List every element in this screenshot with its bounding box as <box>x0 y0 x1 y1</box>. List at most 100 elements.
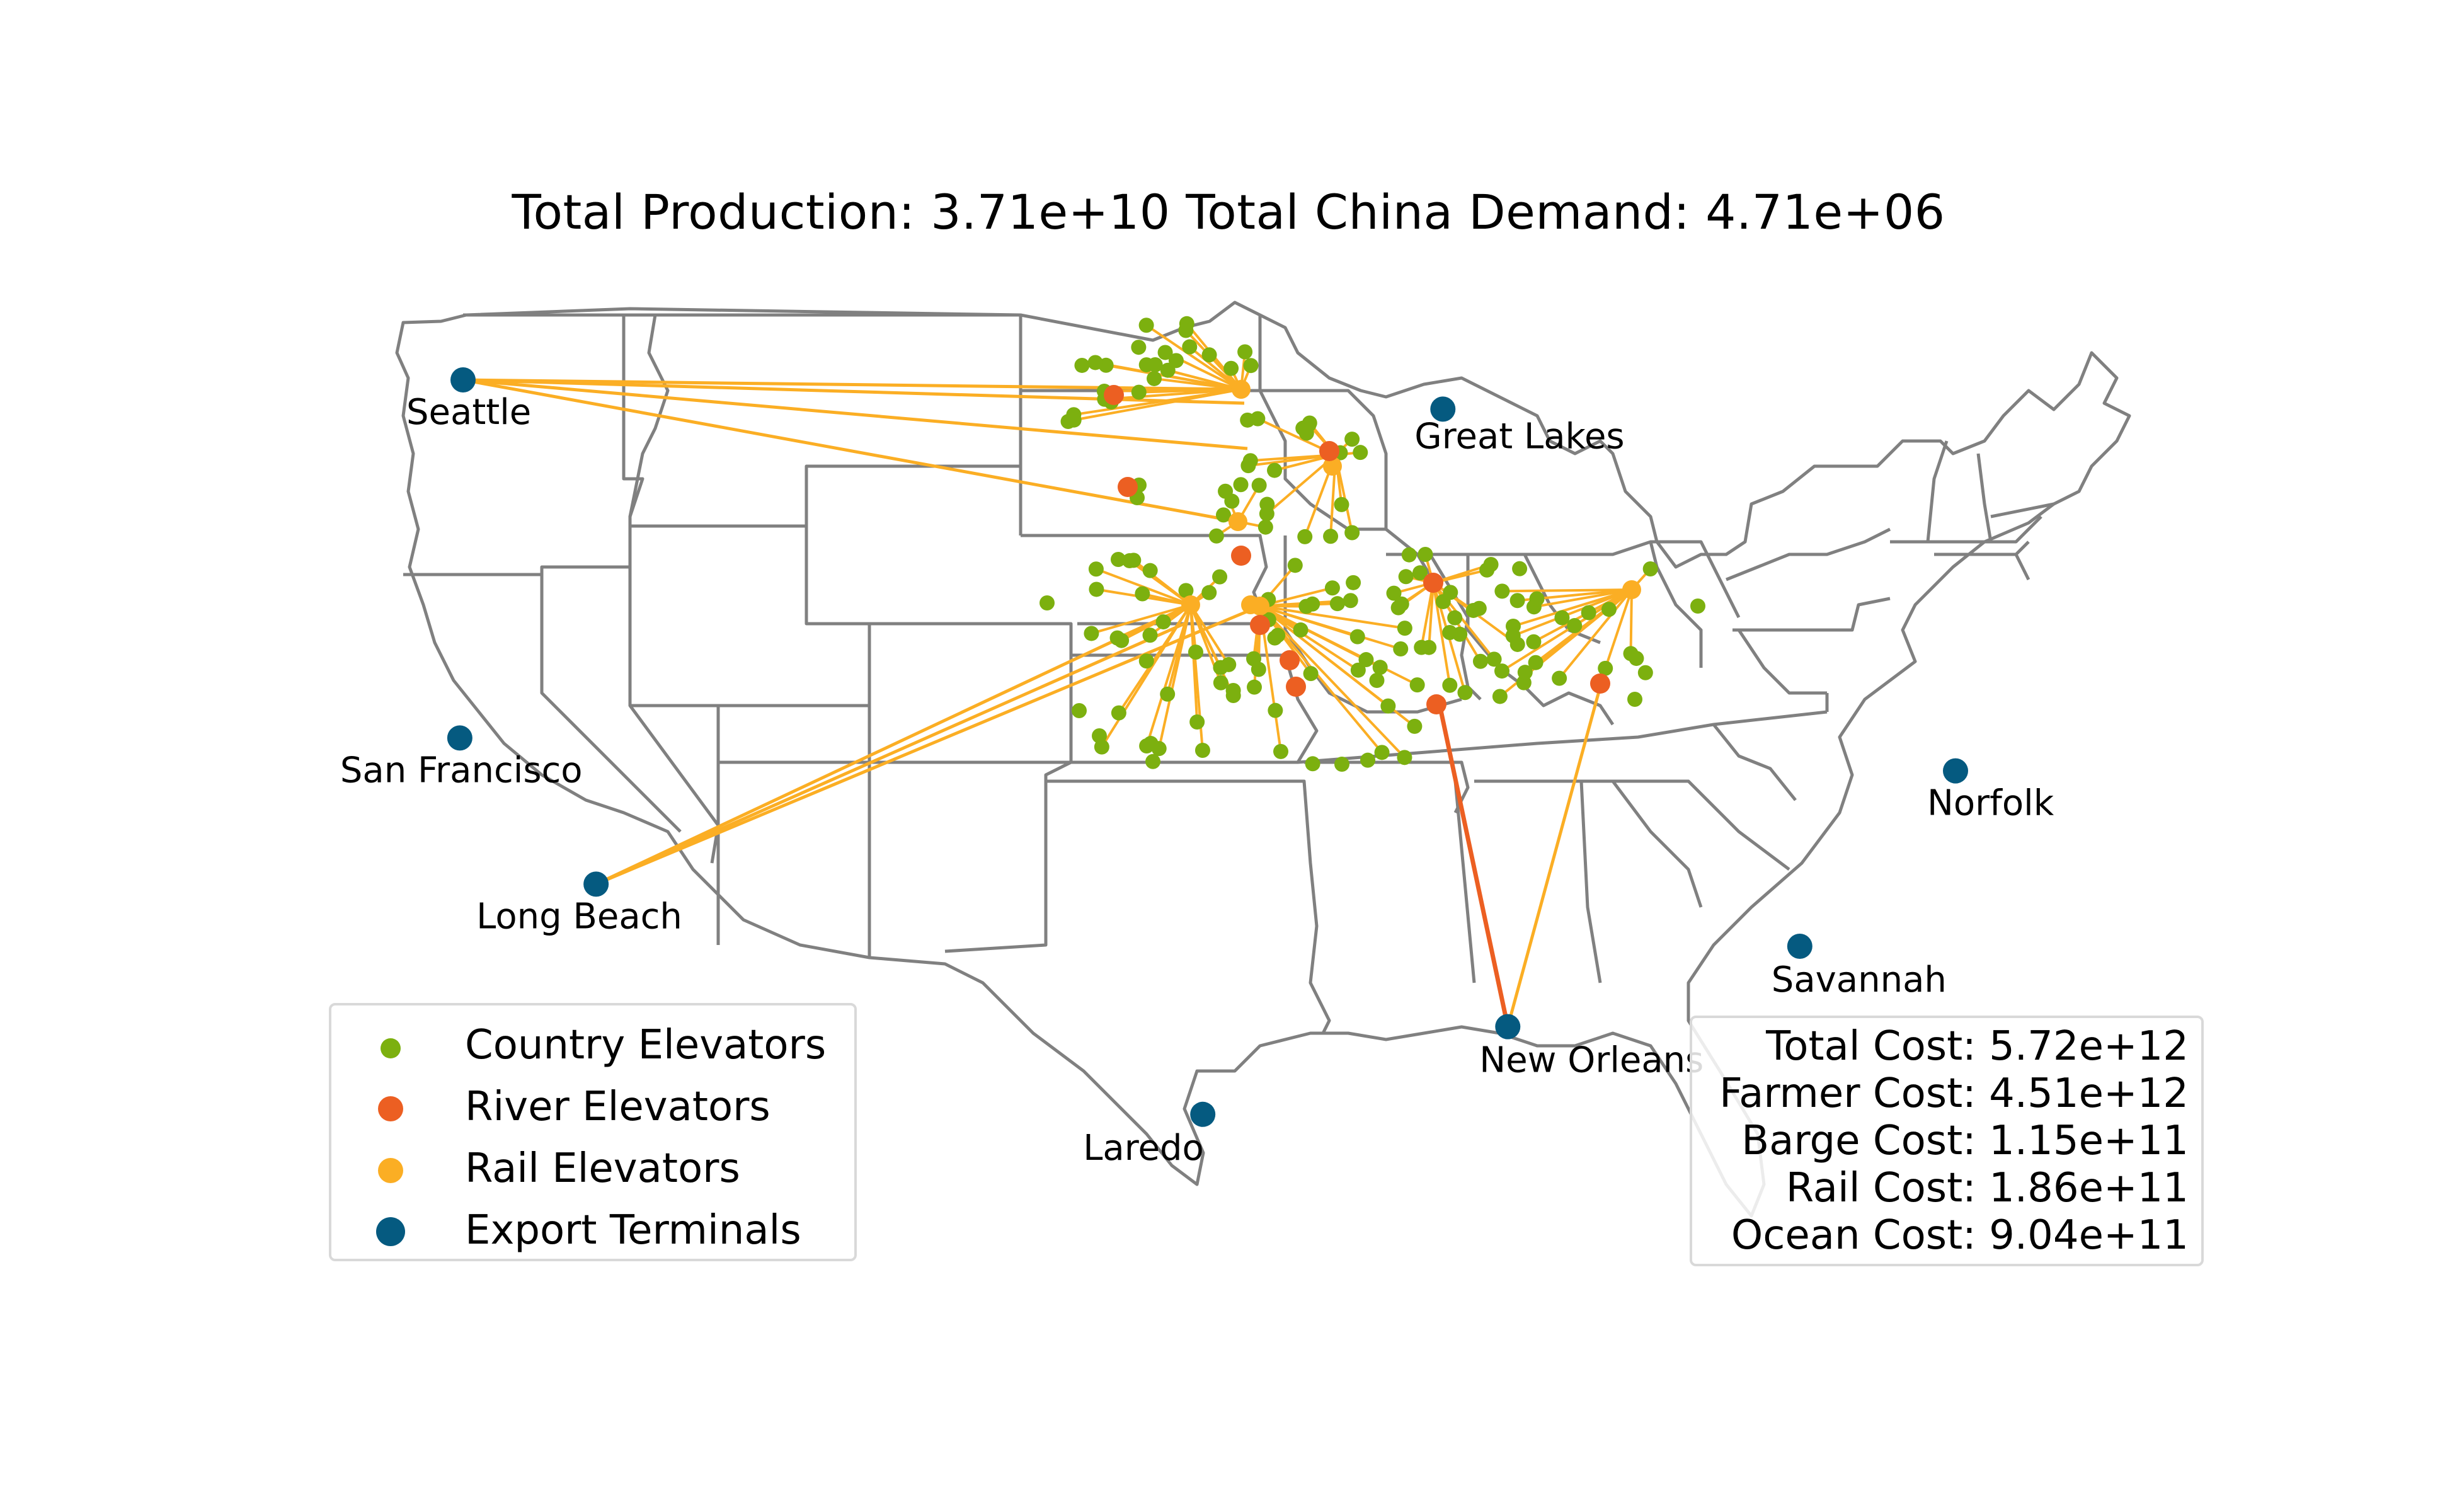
route-line <box>1145 324 1242 391</box>
state-border <box>2014 553 2030 581</box>
country-elevator <box>1213 675 1228 690</box>
export-terminal-savannah <box>1787 934 1813 959</box>
barge-cost: Barge Cost: 1.15e+11 <box>1741 1118 2189 1164</box>
terminal-label: San Francisco <box>340 750 583 791</box>
legend-item-river: River Elevators <box>331 1080 854 1130</box>
country-elevator <box>1380 698 1396 714</box>
legend-label-country: Country Elevators <box>465 1022 827 1068</box>
state-border <box>1581 779 1703 908</box>
route-line <box>1074 388 1242 421</box>
country-elevator <box>1554 610 1570 626</box>
country-elevator <box>1178 583 1194 598</box>
country-elevator <box>1040 595 1055 610</box>
country-elevator <box>1301 417 1317 433</box>
country-elevator <box>1126 553 1142 568</box>
country-elevator <box>1414 639 1429 655</box>
country-elevator <box>1346 575 1361 590</box>
route-line <box>1259 605 1406 630</box>
river-elevator <box>1590 673 1610 694</box>
country-elevator-marker <box>381 1038 401 1058</box>
rail-elevator-marker <box>378 1158 403 1183</box>
country-elevator <box>1324 580 1340 596</box>
legend-label-rail: Rail Elevators <box>465 1145 740 1192</box>
country-elevator <box>1268 702 1283 718</box>
country-elevator <box>1221 656 1237 672</box>
country-elevator <box>1182 339 1198 355</box>
elevator-points <box>1040 316 1705 772</box>
country-elevator <box>1690 598 1705 614</box>
legend-item-rail: Rail Elevators <box>331 1142 854 1192</box>
terminal-label: Seattle <box>406 392 531 433</box>
country-elevator <box>1223 360 1239 376</box>
country-elevator <box>1374 745 1390 760</box>
country-elevator <box>1225 688 1241 704</box>
route-line <box>1259 605 1389 707</box>
country-elevator <box>1471 600 1487 616</box>
country-elevator <box>1246 651 1262 667</box>
terminal-label: Long Beach <box>476 896 682 937</box>
river-elevator <box>1286 677 1306 697</box>
route-line <box>462 378 1248 450</box>
country-elevator <box>1494 663 1510 679</box>
route-line <box>1629 589 1633 654</box>
figure-title: Total Production: 3.71e+10 Total China D… <box>512 184 1945 240</box>
cost-summary: Total Cost: 5.72e+12 Farmer Cost: 4.51e+… <box>1690 1016 2204 1266</box>
export-terminal-marker <box>376 1217 405 1246</box>
country-elevator <box>1509 593 1525 609</box>
country-elevator <box>1343 593 1358 609</box>
country-elevator <box>1567 618 1583 634</box>
state-border <box>1651 540 1741 619</box>
route-line <box>1502 588 1632 593</box>
export-terminal-laredo <box>1190 1101 1216 1127</box>
route-line <box>1116 604 1191 639</box>
route-line <box>1535 588 1633 664</box>
country-elevator <box>1145 753 1161 769</box>
route-line <box>1133 559 1192 606</box>
state-border <box>1258 315 1438 587</box>
legend: Country Elevators River Elevators Rail E… <box>329 1003 857 1261</box>
river-elevator <box>1423 573 1443 593</box>
country-elevator <box>1188 644 1203 660</box>
country-elevator <box>1111 552 1126 567</box>
ocean-cost: Ocean Cost: 9.04e+11 <box>1731 1212 2189 1259</box>
country-elevator <box>1512 561 1528 576</box>
route-line <box>1513 588 1632 627</box>
country-elevator <box>1412 565 1428 581</box>
rail-elevator <box>1228 512 1247 531</box>
country-elevator <box>1303 666 1319 682</box>
country-elevator <box>1369 673 1385 689</box>
country-elevator <box>1237 344 1253 360</box>
state-border <box>1297 710 1828 764</box>
state-border <box>1732 597 1891 632</box>
country-elevator <box>1160 686 1176 702</box>
country-elevator <box>1344 525 1360 541</box>
country-elevator <box>1135 586 1150 602</box>
country-elevator <box>1109 630 1125 646</box>
route-line <box>595 622 1186 886</box>
country-elevator <box>1142 627 1158 643</box>
export-terminal-new-orleans <box>1495 1014 1521 1040</box>
country-elevator <box>1267 462 1283 478</box>
country-elevator <box>1442 677 1458 693</box>
country-elevator <box>1240 458 1256 474</box>
route-line <box>1558 588 1633 679</box>
river-elevator-marker <box>378 1096 403 1121</box>
state-border <box>1046 779 1331 1034</box>
export-terminal-san-francisco <box>447 725 472 751</box>
country-elevator <box>1393 641 1409 657</box>
country-elevator <box>1201 585 1217 600</box>
country-elevator <box>1257 519 1273 535</box>
country-elevator <box>1323 529 1339 544</box>
country-elevator <box>1397 621 1412 636</box>
country-elevator <box>1398 569 1414 585</box>
country-elevator <box>1147 370 1162 386</box>
country-elevator <box>1092 728 1107 743</box>
country-elevator <box>1084 626 1099 641</box>
country-elevator <box>1168 353 1184 369</box>
state-border <box>1990 502 2054 518</box>
country-elevator <box>1178 323 1194 338</box>
route-line <box>1533 588 1632 609</box>
rail-cost: Rail Cost: 1.86e+11 <box>1785 1165 2189 1211</box>
country-elevator <box>1212 569 1228 585</box>
country-elevator <box>1273 743 1289 759</box>
